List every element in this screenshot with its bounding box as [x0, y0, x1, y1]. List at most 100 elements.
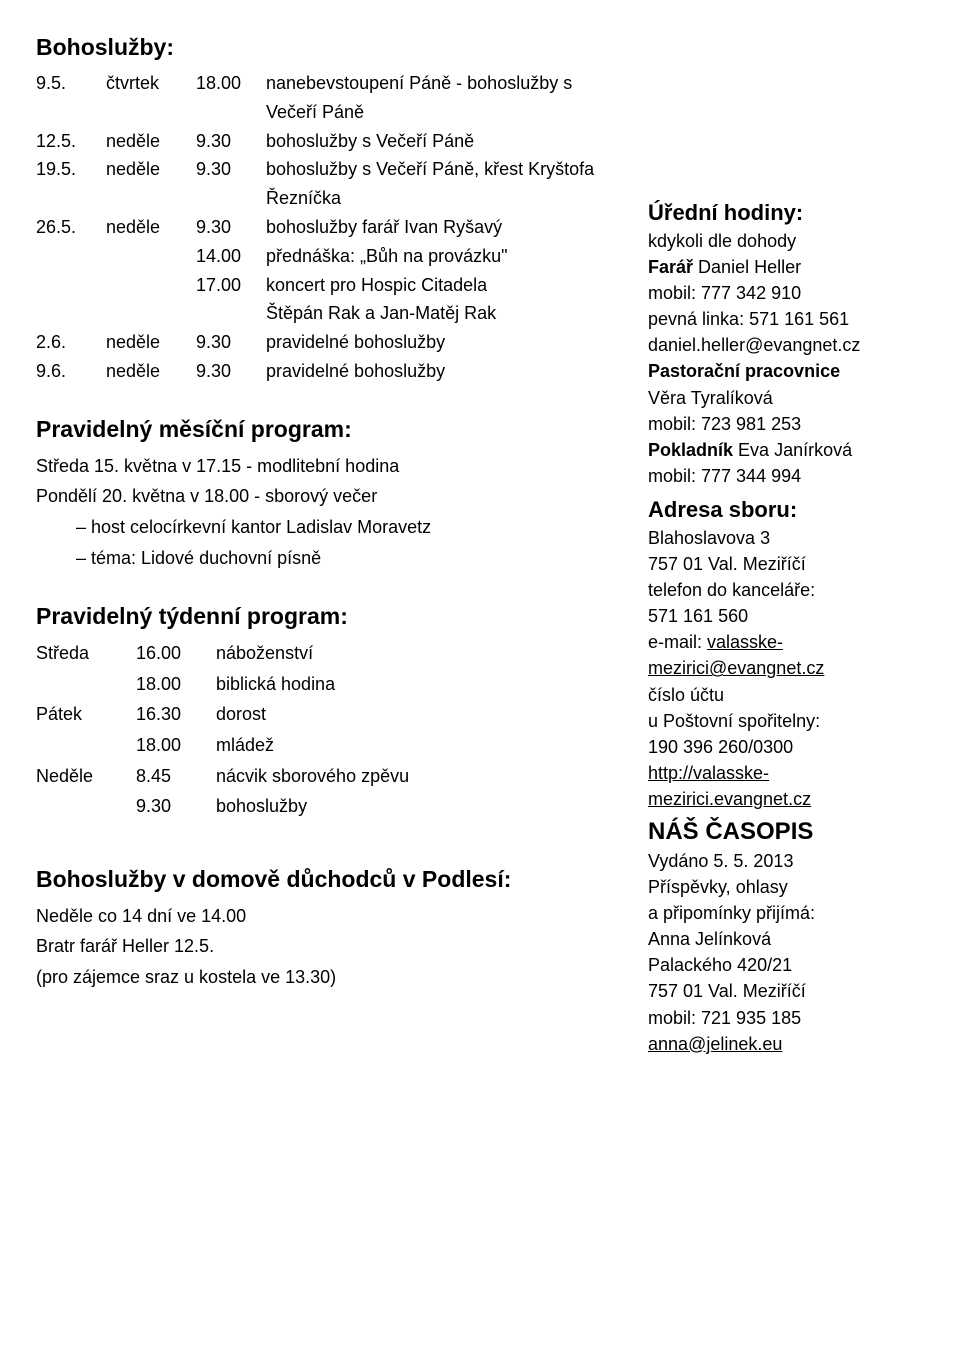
treasurer-line: Pokladník Eva Janírková	[648, 437, 924, 463]
email-label: e-mail:	[648, 632, 707, 652]
pastor-landline: pevná linka: 571 161 561	[648, 306, 924, 332]
website-link[interactable]: http://valasske-	[648, 760, 924, 786]
service-time: 9.30	[196, 127, 266, 156]
service-desc: koncert pro Hospic Citadela	[266, 271, 624, 300]
weekly-desc: mládež	[216, 730, 624, 761]
service-time: 9.30	[196, 155, 266, 213]
weekly-day	[36, 730, 136, 761]
address-line: 757 01 Val. Meziříčí	[648, 551, 924, 577]
service-desc: bohoslužby s Večeří Páně, křest Kryštofa…	[266, 155, 624, 213]
service-desc: pravidelné bohoslužby	[266, 357, 624, 386]
magazine-contact-city: 757 01 Val. Meziříčí	[648, 978, 924, 1004]
podlesi-line: Neděle co 14 dní ve 14.00	[36, 901, 624, 932]
weekly-row: 18.00 mládež	[36, 730, 624, 761]
account-bank: u Poštovní spořitelny:	[648, 708, 924, 734]
service-row: 9.5. čtvrtek 18.00 nanebevstoupení Páně …	[36, 69, 624, 127]
service-date	[36, 271, 106, 300]
service-day	[106, 271, 196, 300]
weekly-desc: biblická hodina	[216, 669, 624, 700]
service-row: 26.5. neděle 9.30 bohoslužby farář Ivan …	[36, 213, 624, 242]
service-row: 14.00 přednáška: „Bůh na provázku"	[36, 242, 624, 271]
weekly-title: Pravidelný týdenní program:	[36, 603, 624, 630]
service-row: 2.6. neděle 9.30 pravidelné bohoslužby	[36, 328, 624, 357]
service-date: 26.5.	[36, 213, 106, 242]
service-time: 17.00	[196, 271, 266, 300]
monthly-line: Pondělí 20. května v 18.00 - sborový več…	[36, 481, 624, 512]
weekly-day	[36, 791, 136, 822]
address-title: Adresa sboru:	[648, 497, 924, 523]
weekly-time: 16.30	[136, 699, 216, 730]
service-time: 9.30	[196, 213, 266, 242]
worker-name: Věra Tyralíková	[648, 385, 924, 411]
weekly-day: Středa	[36, 638, 136, 669]
weekly-day	[36, 669, 136, 700]
podlesi-line: (pro zájemce sraz u kostela ve 13.30)	[36, 962, 624, 993]
hours-note: kdykoli dle dohody	[648, 228, 924, 254]
monthly-line: Středa 15. května v 17.15 - modlitební h…	[36, 451, 624, 482]
magazine-contact-email[interactable]: anna@jelinek.eu	[648, 1031, 924, 1057]
weekly-day: Pátek	[36, 699, 136, 730]
weekly-time: 8.45	[136, 761, 216, 792]
service-date: 9.6.	[36, 357, 106, 386]
pastor-line: Farář Daniel Heller	[648, 254, 924, 280]
service-day: neděle	[106, 213, 196, 242]
monthly-line: – téma: Lidové duchovní písně	[36, 543, 624, 574]
office-phone: 571 161 560	[648, 603, 924, 629]
office-phone-label: telefon do kanceláře:	[648, 577, 924, 603]
weekly-time: 16.00	[136, 638, 216, 669]
weekly-time: 9.30	[136, 791, 216, 822]
weekly-desc: bohoslužby	[216, 791, 624, 822]
pastor-label: Farář	[648, 257, 693, 277]
service-day: čtvrtek	[106, 69, 196, 127]
sidebar: Úřední hodiny: kdykoli dle dohody Farář …	[648, 24, 924, 1057]
weekly-day: Neděle	[36, 761, 136, 792]
magazine-title: NÁŠ ČASOPIS	[648, 818, 924, 846]
service-desc: nanebevstoupení Páně - bohoslužby s Veče…	[266, 69, 624, 127]
service-time: 18.00	[196, 69, 266, 127]
service-time: 14.00	[196, 242, 266, 271]
service-date: 9.5.	[36, 69, 106, 127]
service-date: 2.6.	[36, 328, 106, 357]
service-row: 9.6. neděle 9.30 pravidelné bohoslužby	[36, 357, 624, 386]
worker-mobile: mobil: 723 981 253	[648, 411, 924, 437]
services-title: Bohoslužby:	[36, 34, 624, 61]
service-desc: přednáška: „Bůh na provázku"	[266, 242, 624, 271]
podlesi-line: Bratr farář Heller 12.5.	[36, 931, 624, 962]
magazine-contact-addr: Palackého 420/21	[648, 952, 924, 978]
weekly-desc: náboženství	[216, 638, 624, 669]
magazine-contact-name: Anna Jelínková	[648, 926, 924, 952]
service-desc: pravidelné bohoslužby	[266, 328, 624, 357]
service-row: 19.5. neděle 9.30 bohoslužby s Večeří Pá…	[36, 155, 624, 213]
podlesi-title: Bohoslužby v domově důchodců v Podlesí:	[36, 866, 624, 893]
service-time: 9.30	[196, 357, 266, 386]
treasurer-mobile: mobil: 777 344 994	[648, 463, 924, 489]
weekly-time: 18.00	[136, 669, 216, 700]
monthly-title: Pravidelný měsíční program:	[36, 416, 624, 443]
service-desc: bohoslužby s Večeří Páně	[266, 127, 624, 156]
weekly-desc: nácvik sborového zpěvu	[216, 761, 624, 792]
service-time: 9.30	[196, 328, 266, 357]
service-row: 12.5. neděle 9.30 bohoslužby s Večeří Pá…	[36, 127, 624, 156]
treasurer-label: Pokladník	[648, 440, 733, 460]
monthly-line: – host celocírkevní kantor Ladislav Mora…	[36, 512, 624, 543]
main-column: Bohoslužby: 9.5. čtvrtek 18.00 nanebevst…	[36, 24, 624, 992]
service-day: neděle	[106, 127, 196, 156]
account-label: číslo účtu	[648, 682, 924, 708]
email-link[interactable]: mezirici@evangnet.cz	[648, 655, 924, 681]
magazine-issued: Vydáno 5. 5. 2013	[648, 848, 924, 874]
weekly-row: Neděle 8.45 nácvik sborového zpěvu	[36, 761, 624, 792]
service-extra-line: Štěpán Rak a Jan-Matěj Rak	[36, 299, 624, 328]
service-day: neděle	[106, 328, 196, 357]
worker-label: Pastorační pracovnice	[648, 358, 924, 384]
email-link[interactable]: valasske-	[707, 632, 783, 652]
service-desc: bohoslužby farář Ivan Ryšavý	[266, 213, 624, 242]
weekly-row: 18.00 biblická hodina	[36, 669, 624, 700]
account-number: 190 396 260/0300	[648, 734, 924, 760]
pastor-email: daniel.heller@evangnet.cz	[648, 332, 924, 358]
service-row: 17.00 koncert pro Hospic Citadela	[36, 271, 624, 300]
service-day: neděle	[106, 155, 196, 213]
website-link[interactable]: mezirici.evangnet.cz	[648, 786, 924, 812]
service-date	[36, 242, 106, 271]
service-day: neděle	[106, 357, 196, 386]
magazine-line: Příspěvky, ohlasy	[648, 874, 924, 900]
